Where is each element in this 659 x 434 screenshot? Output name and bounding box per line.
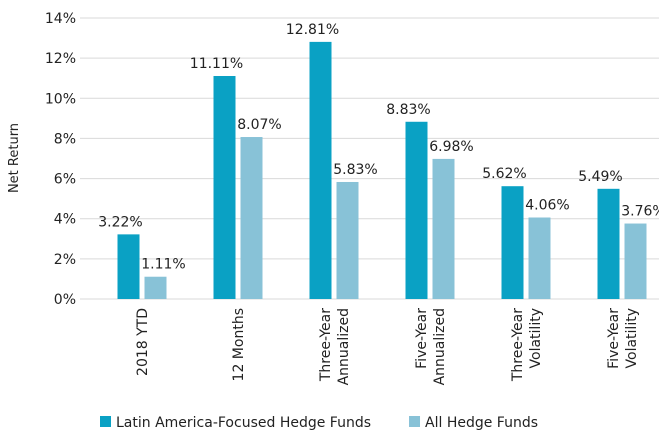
legend-label: All Hedge Funds: [425, 415, 538, 431]
y-axis-label: Net Return: [7, 123, 22, 193]
data-label: 11.11%: [190, 56, 243, 72]
data-label: 3.22%: [98, 214, 142, 230]
legend-swatch: [409, 416, 421, 427]
x-tick-label: 12 Months: [231, 308, 247, 381]
y-tick-label: 2%: [54, 252, 76, 268]
bar: [117, 234, 140, 299]
data-label: 8.07%: [237, 117, 281, 133]
data-label: 1.11%: [141, 257, 185, 273]
bar: [309, 41, 332, 299]
data-label: 5.49%: [578, 169, 622, 185]
legend-label: Latin America-Focused Hedge Funds: [116, 415, 371, 431]
bar: [336, 181, 359, 299]
y-tick-label: 10%: [45, 91, 76, 107]
data-label: 5.62%: [482, 166, 526, 182]
y-tick-label: 12%: [45, 51, 76, 67]
bar: [144, 276, 167, 299]
bar: [405, 121, 428, 299]
data-label: 12.81%: [286, 22, 339, 38]
bar: [501, 186, 524, 299]
x-tick-label: 2018 YTD: [135, 308, 151, 376]
x-tick-label: Five-Year Volatility: [606, 308, 640, 369]
data-label: 3.76%: [621, 204, 659, 220]
x-tick-label: Three-Year Volatility: [510, 308, 544, 382]
bar: [213, 76, 236, 299]
data-label: 4.06%: [525, 198, 569, 214]
bar: [624, 223, 647, 299]
y-tick-label: 0%: [54, 292, 76, 308]
bar: [240, 137, 263, 299]
y-tick-label: 8%: [54, 131, 76, 147]
bar: [432, 158, 455, 299]
x-tick-label: Five-Year Annualized: [414, 308, 448, 386]
data-label: 8.83%: [386, 102, 430, 118]
y-tick-label: 14%: [45, 11, 76, 27]
bar: [597, 188, 620, 299]
x-tick-label: Three-Year Annualized: [318, 308, 352, 386]
y-tick-label: 4%: [54, 212, 76, 228]
bar: [528, 217, 551, 299]
legend-swatch: [100, 416, 111, 427]
y-tick-label: 6%: [54, 172, 76, 188]
data-label: 6.98%: [429, 139, 473, 155]
data-label: 5.83%: [333, 162, 377, 178]
